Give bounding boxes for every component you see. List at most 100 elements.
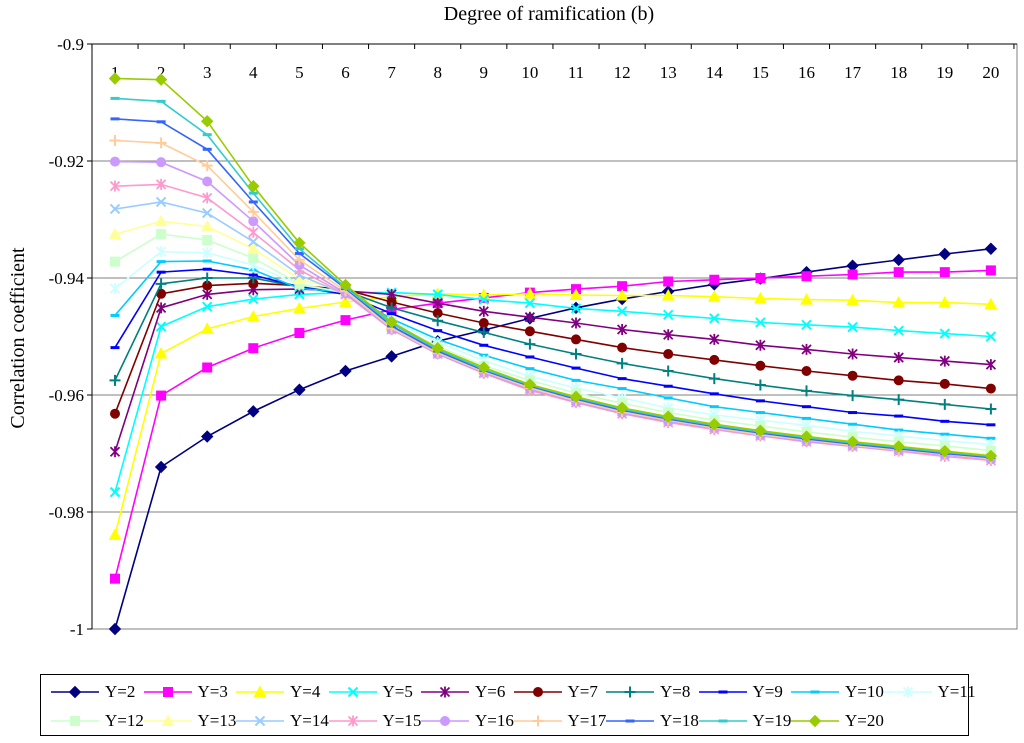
data-point [293,301,306,314]
data-point [293,254,305,266]
data-point [663,329,674,341]
data-point [248,343,259,354]
legend-item: Y=15 [327,708,421,734]
x-tick-label: 19 [936,63,953,82]
legend-item: Y=4 [234,679,327,705]
legend-marker [161,714,174,726]
x-tick-label: 7 [387,63,396,82]
legend-label: Y=7 [567,682,598,701]
series-line [114,248,991,630]
data-point [154,346,168,359]
plot-frame [91,43,1018,630]
data-point [293,236,306,250]
data-point [109,203,121,215]
x-tick-label: 20 [982,63,999,82]
data-point [478,318,489,329]
data-point [985,403,997,415]
data-point [478,294,490,305]
data-point [616,323,628,335]
data-point [661,410,675,423]
y-tick-label: -0.94 [49,269,85,288]
data-point [109,135,121,147]
legend-marker [808,714,822,728]
data-point [800,293,813,305]
data-point [155,196,167,208]
data-point [847,370,858,381]
data-point [201,207,213,219]
legend-item: Y=13 [142,708,236,734]
data-point [893,267,904,278]
x-tick-label: 4 [249,63,258,82]
data-point [524,297,536,309]
legend-label: Y=9 [752,682,783,701]
legend-item: Y=14 [234,708,329,734]
data-point [800,430,813,443]
data-point [202,362,213,373]
series-line [114,118,991,459]
data-point [109,180,121,192]
data-point [155,321,167,332]
data-point [939,355,950,367]
data-point [938,444,952,458]
x-tick-label: 9 [480,63,489,82]
data-point [892,296,906,308]
data-point [477,361,491,374]
y-tick-label: -1 [70,620,84,639]
data-point [202,234,213,245]
data-point [108,227,122,240]
legend-swatch [51,716,99,726]
series-y-18 [110,117,996,460]
legend-swatch [143,687,192,697]
data-point [247,179,260,193]
data-point [847,348,858,360]
data-point [154,214,168,227]
series-y-9 [110,267,996,427]
legend-swatch [791,714,839,728]
data-point [108,528,122,540]
data-point [709,354,720,365]
legend-marker [347,715,358,727]
series-line [114,288,991,452]
data-point [155,246,167,258]
data-point [571,334,581,345]
data-point [938,247,952,261]
series-y-4 [108,287,998,540]
data-point [754,424,767,437]
data-point [432,315,444,327]
data-point [616,306,628,317]
data-point [200,430,214,443]
legend-label: Y=4 [290,682,321,701]
data-point [847,390,859,402]
legend-marker [624,686,636,698]
data-point [156,390,167,401]
chart-title: Degree of ramification (b) [444,3,654,25]
series-line [114,277,991,410]
data-point [985,359,997,371]
data-point [570,348,582,360]
series-line [114,220,991,456]
data-point [248,216,259,227]
data-point [893,352,904,364]
legend-item: Y=3 [142,679,235,705]
y-tick-label: -0.96 [49,386,84,405]
data-point [617,342,628,353]
data-point [248,226,259,238]
data-point [847,321,858,333]
y-tick-label: -0.98 [49,503,84,522]
legend-item: Y=9 [697,679,790,705]
legend-item: Y=17 [512,708,606,734]
data-point [892,253,905,267]
data-point [985,265,996,276]
legend-swatch [421,716,469,726]
legend-swatch [421,686,469,698]
chart-area: Degree of ramification (b) Correlation c… [7,3,1018,639]
data-point [755,273,766,283]
x-tick-label: 12 [614,63,631,82]
data-point [248,253,259,264]
legend-label: Y=16 [475,711,514,730]
data-point [200,115,214,128]
legend-swatch [328,686,377,698]
data-point [939,398,951,410]
legend-marker [439,686,451,698]
legend-item: Y=10 [789,679,884,705]
